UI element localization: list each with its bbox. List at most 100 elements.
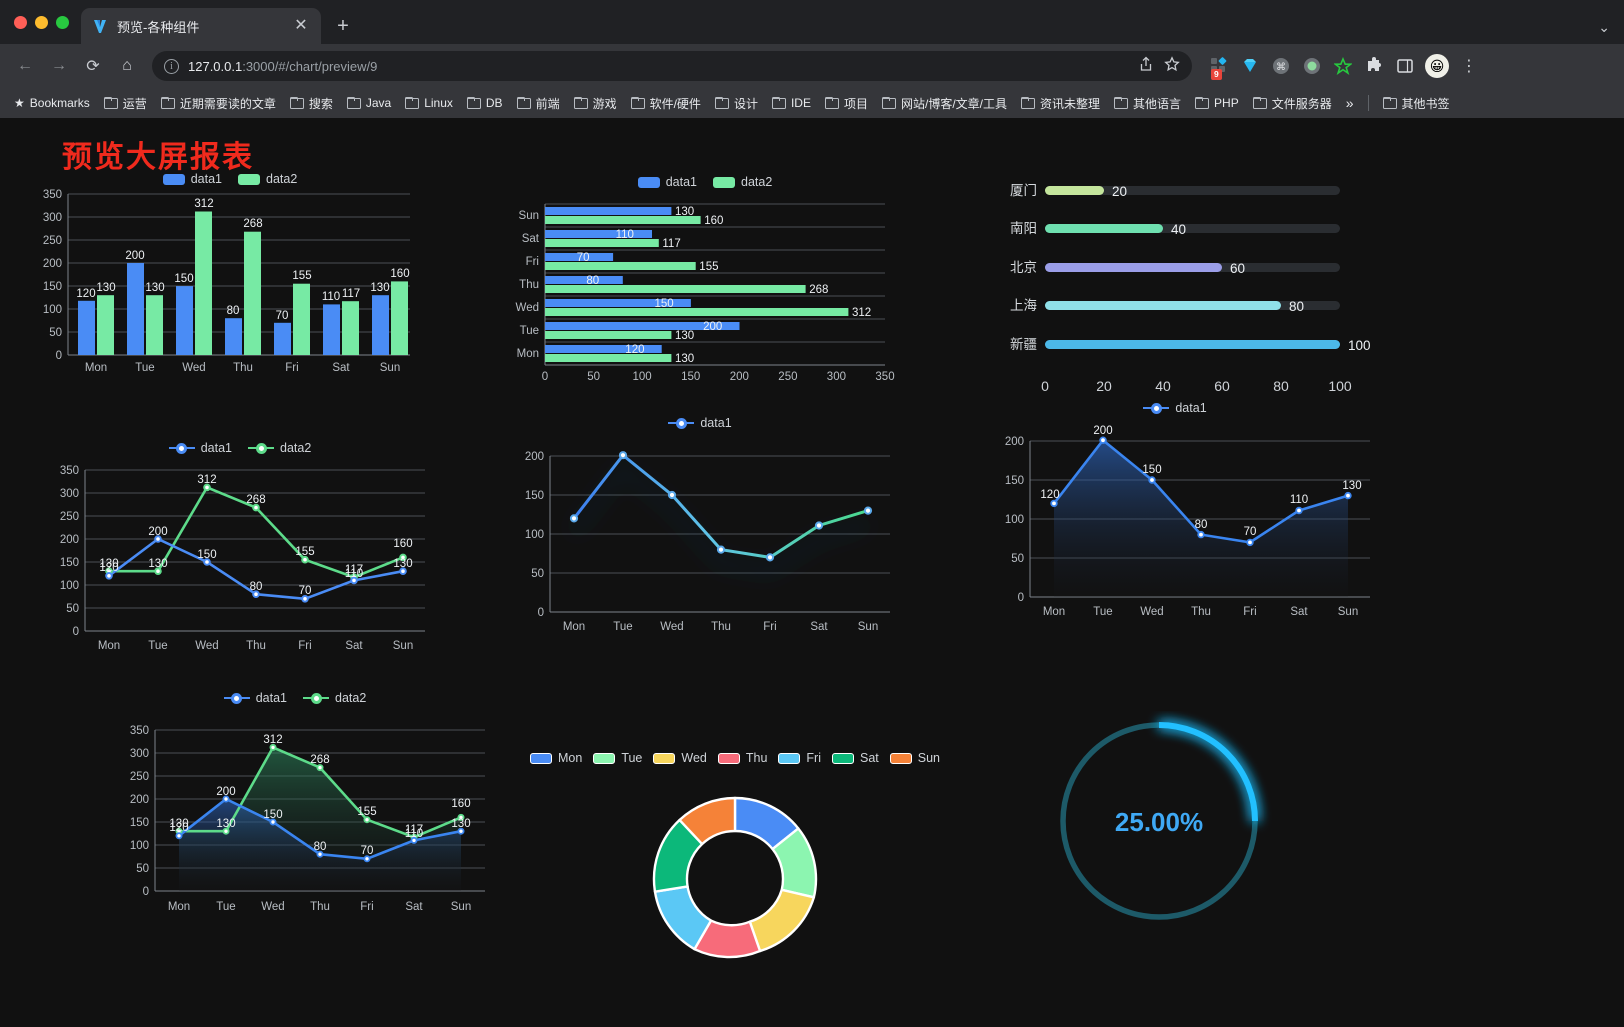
legend-item-data1[interactable]: data1 bbox=[668, 416, 732, 430]
stacked-area-chart-panel[interactable]: data1 data2 bbox=[95, 691, 495, 981]
browser-menu-button[interactable]: ⋮ bbox=[1461, 58, 1477, 75]
legend-label: data1 bbox=[200, 441, 232, 455]
bookmark-star-icon[interactable] bbox=[1164, 55, 1180, 77]
puzzle-extensions-icon[interactable] bbox=[1363, 55, 1385, 77]
forward-button[interactable]: → bbox=[51, 57, 67, 74]
bookmark-item-bookmarks[interactable]: ★ Bookmarks bbox=[8, 93, 96, 113]
gradient-line-chart-panel[interactable]: data1 bbox=[500, 416, 900, 676]
svg-text:Mon: Mon bbox=[1043, 606, 1065, 618]
close-icon[interactable]: ✕ bbox=[294, 17, 308, 34]
bookmark-item-14[interactable]: 资讯未整理 bbox=[1015, 92, 1106, 115]
legend-line-icon bbox=[303, 692, 329, 704]
legend-item-data2[interactable]: data2 bbox=[713, 175, 772, 189]
legend-item-sun[interactable]: Sun bbox=[889, 751, 940, 765]
bookmark-item-10[interactable]: 设计 bbox=[709, 92, 764, 115]
legend-item-mon[interactable]: Mon bbox=[529, 751, 582, 765]
legend-item-data2[interactable]: data2 bbox=[238, 172, 297, 186]
bookmark-item-13[interactable]: 网站/博客/文章/工具 bbox=[876, 92, 1013, 115]
command-extension-icon[interactable]: ⌘ bbox=[1270, 55, 1292, 77]
other-bookmarks-button[interactable]: 其他书签 bbox=[1377, 92, 1456, 115]
line-points-data1 bbox=[105, 535, 407, 603]
site-info-icon[interactable]: i bbox=[164, 58, 179, 74]
profile-avatar[interactable]: 😀 bbox=[1425, 54, 1449, 78]
circle-extension-icon[interactable] bbox=[1301, 55, 1323, 77]
vertical-bar-chart-panel[interactable]: data1 data2 bbox=[20, 166, 440, 396]
svg-text:80: 80 bbox=[314, 841, 327, 853]
svg-text:Wed: Wed bbox=[660, 621, 683, 633]
svg-text:50: 50 bbox=[531, 568, 544, 580]
home-button[interactable]: ⌂ bbox=[122, 57, 132, 74]
bookmark-item-9[interactable]: 软件/硬件 bbox=[625, 92, 707, 115]
legend-label: Sat bbox=[860, 751, 879, 765]
minimize-window-button[interactable] bbox=[35, 15, 48, 29]
chevron-down-icon[interactable]: ⌄ bbox=[1598, 19, 1610, 35]
address-bar[interactable]: i 127.0.0.1:3000/#/chart/preview/9 bbox=[152, 51, 1192, 81]
grid-extension-icon[interactable]: 9 bbox=[1208, 55, 1230, 80]
share-icon[interactable] bbox=[1138, 56, 1154, 77]
chart-legend: data1 data2 bbox=[20, 166, 440, 186]
svg-text:Tue: Tue bbox=[613, 621, 632, 633]
progress-bar-chart-panel[interactable]: 厦门 南阳 北京 上海 新疆 20 40 60 80 100 0 bbox=[985, 166, 1385, 406]
bookmark-item-16[interactable]: PHP bbox=[1189, 93, 1245, 113]
v-logo-icon bbox=[91, 18, 108, 35]
bookmark-item-15[interactable]: 其他语言 bbox=[1108, 92, 1187, 115]
legend-item-data1[interactable]: data1 bbox=[223, 691, 287, 705]
legend-item-wed[interactable]: Wed bbox=[653, 751, 707, 765]
legend-item-data1[interactable]: data1 bbox=[1143, 401, 1207, 415]
bookmark-label: PHP bbox=[1214, 96, 1239, 110]
diamond-extension-icon[interactable] bbox=[1239, 55, 1261, 77]
bookmark-item-5[interactable]: Linux bbox=[399, 93, 459, 113]
close-window-button[interactable] bbox=[14, 15, 27, 29]
bookmark-item-4[interactable]: Java bbox=[341, 93, 397, 113]
side-panel-icon[interactable] bbox=[1394, 55, 1416, 77]
area-value-labels: 130 120 130 200 312 150 268 80 155 70 11… bbox=[169, 734, 470, 857]
legend-item-data1[interactable]: data1 bbox=[168, 441, 232, 455]
browser-tab[interactable]: 预览-各种组件 ✕ bbox=[81, 8, 321, 44]
legend-item-data2[interactable]: data2 bbox=[303, 691, 366, 705]
bookmark-item-1[interactable]: 运营 bbox=[98, 92, 153, 115]
bookmark-item-7[interactable]: 前端 bbox=[511, 92, 566, 115]
donut-slice-sun[interactable] bbox=[678, 796, 737, 846]
star-extension-icon[interactable] bbox=[1332, 55, 1354, 77]
horizontal-bar-chart-panel[interactable]: data1 data2 bbox=[505, 166, 905, 396]
legend-item-data1[interactable]: data1 bbox=[637, 175, 697, 189]
donut-chart-panel[interactable]: Mon Tue Wed Thu bbox=[520, 751, 950, 1011]
bookmark-item-11[interactable]: IDE bbox=[766, 93, 817, 113]
svg-text:117: 117 bbox=[405, 824, 423, 836]
bookmarks-overflow-button[interactable]: » bbox=[1345, 95, 1354, 111]
bookmark-item-6[interactable]: DB bbox=[461, 93, 509, 113]
legend-item-thu[interactable]: Thu bbox=[717, 751, 767, 765]
folder-icon bbox=[160, 97, 175, 109]
dual-line-chart-panel[interactable]: data1 data2 bbox=[30, 441, 450, 676]
gauge-chart-svg: 25.00% bbox=[1060, 722, 1258, 920]
bookmark-item-3[interactable]: 搜索 bbox=[284, 92, 339, 115]
legend-item-data1[interactable]: data1 bbox=[162, 172, 222, 186]
new-tab-button[interactable]: + bbox=[337, 14, 349, 37]
legend-item-sat[interactable]: Sat bbox=[832, 751, 879, 765]
legend-swatch-icon bbox=[778, 752, 801, 764]
svg-text:150: 150 bbox=[60, 557, 79, 569]
bookmark-item-12[interactable]: 项目 bbox=[819, 92, 874, 115]
progress-category-labels: 厦门 南阳 北京 上海 新疆 bbox=[1010, 183, 1037, 353]
svg-text:50: 50 bbox=[587, 371, 600, 383]
page-title: 预览大屏报表 bbox=[62, 141, 254, 174]
gauge-chart-panel[interactable]: 25.00% bbox=[1035, 711, 1285, 971]
dashboard-page: 预览大屏报表 data1 data2 bbox=[0, 118, 1624, 1027]
bookmark-item-8[interactable]: 游戏 bbox=[568, 92, 623, 115]
reload-button[interactable]: ⟳ bbox=[86, 58, 100, 75]
svg-text:Tue: Tue bbox=[135, 362, 154, 374]
bar-series-data1 bbox=[545, 207, 740, 353]
svg-text:Wed: Wed bbox=[1140, 606, 1163, 618]
folder-icon bbox=[714, 97, 729, 109]
legend-item-data2[interactable]: data2 bbox=[248, 441, 311, 455]
area-chart-panel[interactable]: data1 bbox=[975, 401, 1375, 671]
legend-item-tue[interactable]: Tue bbox=[593, 751, 642, 765]
bookmark-item-17[interactable]: 文件服务器 bbox=[1247, 92, 1338, 115]
legend-line-icon bbox=[168, 442, 195, 454]
bookmark-item-2[interactable]: 近期需要读的文章 bbox=[155, 92, 282, 115]
svg-text:Sun: Sun bbox=[1338, 606, 1358, 618]
maximize-window-button[interactable] bbox=[56, 15, 69, 29]
donut-slice-wed[interactable] bbox=[748, 888, 816, 953]
legend-item-fri[interactable]: Fri bbox=[778, 751, 821, 765]
back-button[interactable]: ← bbox=[17, 57, 33, 74]
